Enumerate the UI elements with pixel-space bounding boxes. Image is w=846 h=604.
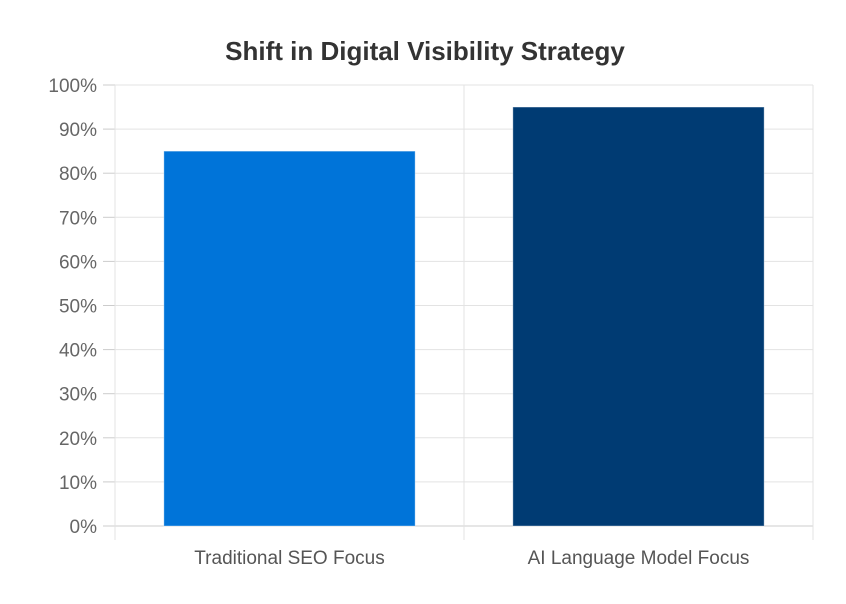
y-tick-label-30: 30% <box>59 385 97 406</box>
x-axis-labels: Traditional SEO Focus AI Language Model F… <box>194 548 749 569</box>
x-category-label-0: Traditional SEO Focus <box>194 548 384 569</box>
y-tick-label-50: 50% <box>59 297 97 318</box>
bar-0 <box>163 150 416 527</box>
x-category-label-1: AI Language Model Focus <box>528 548 750 569</box>
bar-1 <box>512 106 765 527</box>
y-tick-label-90: 90% <box>59 120 97 141</box>
y-tick-label-100: 100% <box>48 76 97 97</box>
y-tick-label-40: 40% <box>59 341 97 362</box>
chart-title: Shift in Digital Visibility Strategy <box>225 36 625 66</box>
y-tick-label-60: 60% <box>59 252 97 273</box>
bars <box>163 106 765 527</box>
y-axis-ticks: 0% 10% 20% 30% 40% 50% 60% 70% 80% 90% 100% <box>48 76 97 538</box>
y-tick-label-80: 80% <box>59 164 97 185</box>
y-tick-label-70: 70% <box>59 208 97 229</box>
y-tick-label-20: 20% <box>59 429 97 450</box>
y-tick-label-10: 10% <box>59 473 97 494</box>
y-tick-label-0: 0% <box>70 517 98 538</box>
